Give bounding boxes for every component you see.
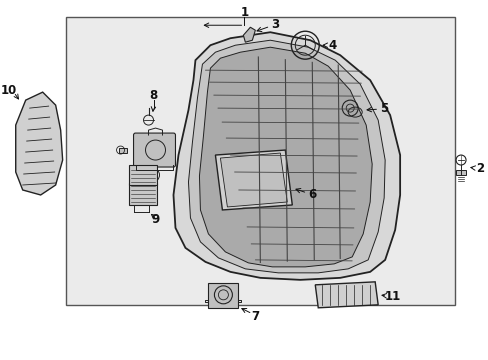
Text: 3: 3 <box>271 18 279 31</box>
Text: 2: 2 <box>475 162 483 175</box>
Bar <box>208 283 238 308</box>
FancyBboxPatch shape <box>133 133 175 167</box>
Bar <box>128 165 156 185</box>
Polygon shape <box>315 282 377 308</box>
Polygon shape <box>215 150 292 210</box>
Bar <box>455 170 465 175</box>
Text: 9: 9 <box>151 213 159 226</box>
Polygon shape <box>16 92 62 195</box>
Text: 4: 4 <box>327 39 336 52</box>
Polygon shape <box>243 27 255 42</box>
Text: 11: 11 <box>384 290 401 303</box>
Text: 5: 5 <box>379 102 387 114</box>
Polygon shape <box>188 40 385 273</box>
Bar <box>65 17 454 305</box>
Text: 10: 10 <box>0 84 17 96</box>
Text: 1: 1 <box>240 6 248 19</box>
Bar <box>118 148 126 153</box>
Bar <box>128 183 156 205</box>
Polygon shape <box>199 47 371 267</box>
Text: 6: 6 <box>307 189 316 202</box>
Text: 8: 8 <box>149 89 157 102</box>
Text: 7: 7 <box>251 310 259 323</box>
Polygon shape <box>173 32 399 280</box>
Polygon shape <box>220 153 287 207</box>
